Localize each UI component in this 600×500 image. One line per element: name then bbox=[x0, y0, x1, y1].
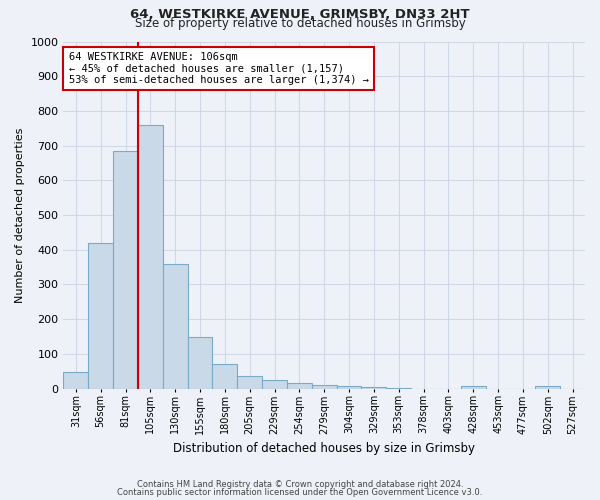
Text: Contains HM Land Registry data © Crown copyright and database right 2024.: Contains HM Land Registry data © Crown c… bbox=[137, 480, 463, 489]
Text: Contains public sector information licensed under the Open Government Licence v3: Contains public sector information licen… bbox=[118, 488, 482, 497]
Y-axis label: Number of detached properties: Number of detached properties bbox=[15, 128, 25, 302]
Bar bbox=[188, 336, 212, 388]
X-axis label: Distribution of detached houses by size in Grimsby: Distribution of detached houses by size … bbox=[173, 442, 475, 455]
Bar bbox=[113, 151, 138, 388]
Bar bbox=[312, 385, 337, 388]
Text: 64, WESTKIRKE AVENUE, GRIMSBY, DN33 2HT: 64, WESTKIRKE AVENUE, GRIMSBY, DN33 2HT bbox=[130, 8, 470, 20]
Text: 64 WESTKIRKE AVENUE: 106sqm
← 45% of detached houses are smaller (1,157)
53% of : 64 WESTKIRKE AVENUE: 106sqm ← 45% of det… bbox=[68, 52, 368, 85]
Bar bbox=[461, 386, 485, 388]
Bar bbox=[138, 125, 163, 388]
Bar bbox=[535, 386, 560, 388]
Bar bbox=[212, 364, 237, 388]
Bar bbox=[361, 387, 386, 388]
Bar bbox=[287, 384, 312, 388]
Bar bbox=[163, 264, 188, 388]
Bar bbox=[262, 380, 287, 388]
Bar bbox=[88, 243, 113, 388]
Bar bbox=[64, 372, 88, 388]
Bar bbox=[337, 386, 361, 388]
Bar bbox=[237, 376, 262, 388]
Text: Size of property relative to detached houses in Grimsby: Size of property relative to detached ho… bbox=[134, 18, 466, 30]
